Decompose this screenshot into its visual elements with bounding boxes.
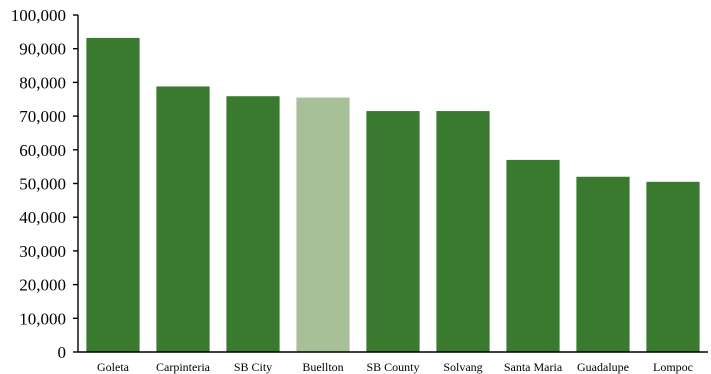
x-category-label: Solvang [443, 360, 482, 374]
y-tick-label: 60,000 [19, 141, 66, 160]
x-category-label: Santa Maria [504, 360, 563, 374]
bar-guadalupe [576, 177, 629, 352]
x-category-label: Goleta [97, 360, 130, 374]
x-category-label: Carpinteria [156, 360, 211, 374]
x-category-label: SB County [366, 360, 419, 374]
y-tick-label: 100,000 [11, 6, 66, 25]
x-category-label: Buellton [302, 360, 343, 374]
y-axis-ticks: 0 10,000 20,000 30,000 40,000 50,000 60,000 70,… [11, 6, 78, 362]
y-tick-label: 0 [58, 343, 67, 362]
y-tick-label: 50,000 [19, 175, 66, 194]
bar-goleta [86, 38, 139, 352]
y-tick-label: 80,000 [19, 73, 66, 92]
bar-carpinteria [156, 86, 209, 352]
y-tick-label: 20,000 [19, 276, 66, 295]
x-category-label: SB City [234, 360, 272, 374]
bar-buellton [296, 98, 349, 352]
y-tick-label: 30,000 [19, 242, 66, 261]
bar-solvang [436, 111, 489, 352]
bar-santa-maria [506, 160, 559, 352]
bar-sb-county [366, 111, 419, 352]
y-tick-label: 90,000 [19, 40, 66, 59]
bars [86, 38, 699, 352]
x-category-label: Guadalupe [577, 360, 629, 374]
y-tick-label: 10,000 [19, 309, 66, 328]
x-category-label: Lompoc [653, 360, 693, 374]
bar-lompoc [646, 182, 699, 352]
x-axis-labels: Goleta Carpinteria SB City Buellton SB Count… [97, 360, 693, 374]
y-tick-label: 40,000 [19, 208, 66, 227]
bar-sb-city [226, 96, 279, 352]
y-tick-label: 70,000 [19, 107, 66, 126]
